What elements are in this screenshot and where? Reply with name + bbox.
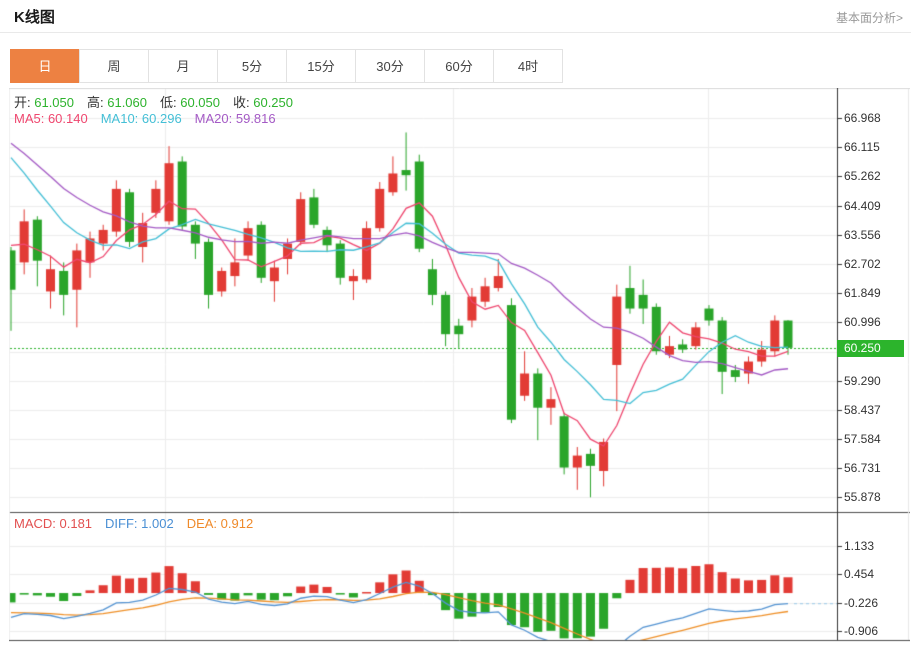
tab-period-4[interactable]: 15分 — [286, 49, 356, 83]
axis-tick-9: 59.290 — [844, 373, 881, 388]
current-price-tag: 60.250 — [837, 339, 904, 357]
axis-tick-2: 65.262 — [844, 169, 881, 184]
axis-tick-16: -0.226 — [844, 595, 879, 610]
ohlc-item-0: 开: 61.050 — [14, 95, 74, 110]
axis-tick-6: 61.849 — [844, 286, 881, 301]
macd-legend: MACD: 0.181 DIFF: 1.002 DEA: 0.912 — [14, 516, 266, 531]
tab-period-2[interactable]: 月 — [148, 49, 218, 83]
axis-tick-1: 66.115 — [844, 140, 880, 155]
axis-tick-14: 1.133 — [844, 538, 875, 553]
axis-tick-11: 57.584 — [844, 432, 881, 447]
ma-item-1: MA10: 60.296 — [100, 111, 182, 126]
axis-tick-5: 62.702 — [844, 257, 881, 272]
tab-period-7[interactable]: 4时 — [493, 49, 563, 83]
ma-legend: MA5: 60.140 MA10: 60.296 MA20: 59.816 — [14, 111, 289, 126]
macd-item-1: DIFF: 1.002 — [105, 516, 174, 531]
ohlc-legend: 开: 61.050 高: 61.060 低: 60.050 收: 60.250 — [14, 92, 306, 111]
axis-tick-3: 64.409 — [844, 198, 881, 213]
macd-item-2: DEA: 0.912 — [186, 516, 254, 531]
axis-tick-12: 56.731 — [844, 461, 881, 476]
axis-tick-13: 55.878 — [844, 490, 881, 505]
page-header: K线图 基本面分析> — [0, 0, 911, 33]
ohlc-item-1: 高: 61.060 — [87, 95, 147, 110]
ma-item-2: MA20: 59.816 — [194, 111, 276, 126]
ohlc-item-3: 收: 60.250 — [233, 95, 293, 110]
page-title: K线图 — [14, 9, 55, 26]
ohlc-item-2: 低: 60.050 — [160, 95, 220, 110]
tab-period-5[interactable]: 30分 — [355, 49, 425, 83]
axis-tick-7: 60.996 — [844, 315, 881, 330]
tab-period-6[interactable]: 60分 — [424, 49, 494, 83]
fundamental-analysis-link[interactable]: 基本面分析> — [835, 11, 903, 25]
macd-item-0: MACD: 0.181 — [14, 516, 93, 531]
axis-tick-0: 66.968 — [844, 111, 881, 126]
axis-tick-10: 58.437 — [844, 402, 881, 417]
chart-frame — [9, 88, 910, 646]
ma-item-0: MA5: 60.140 — [14, 111, 88, 126]
axis-tick-4: 63.556 — [844, 227, 881, 242]
axis-tick-15: 0.454 — [844, 567, 875, 582]
interval-tab-bar: 日周月 5分 15分 30分 60分 4时 — [10, 49, 563, 83]
kline-chart-canvas[interactable] — [9, 88, 910, 646]
tab-period-3[interactable]: 5分 — [217, 49, 287, 83]
tab-period-1[interactable]: 周 — [79, 49, 149, 83]
tab-period-0[interactable]: 日 — [10, 49, 80, 83]
axis-tick-17: -0.906 — [844, 624, 879, 639]
